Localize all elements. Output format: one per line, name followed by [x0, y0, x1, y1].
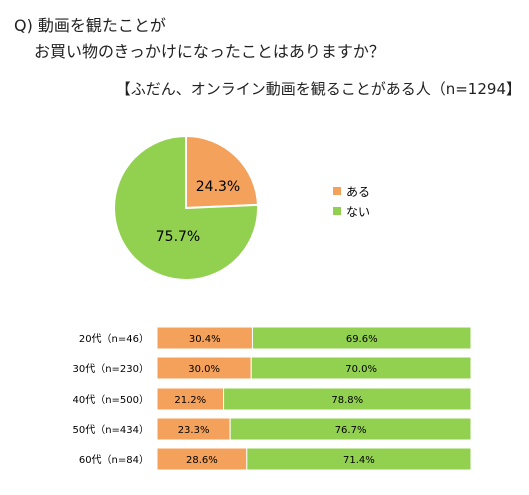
bar-segment-nai: [223, 387, 472, 411]
bar-value-label: 30.4%: [189, 334, 221, 345]
bar-value-label: 76.7%: [335, 425, 367, 436]
bar-segment-nai: [250, 356, 472, 380]
legend-swatch-1: [333, 207, 341, 215]
legend-swatch-0: [333, 187, 341, 195]
bar-category-label: 40代（n=500）: [72, 394, 149, 406]
bar-value-label: 69.6%: [346, 334, 378, 345]
bar-value-label: 23.3%: [178, 425, 210, 436]
pie-label-aru: 24.3%: [196, 179, 240, 195]
bar-value-label: 78.8%: [331, 395, 363, 406]
pie-slice-1: [113, 134, 259, 281]
bar-category-label: 30代（n=230）: [72, 363, 149, 375]
bar-value-label: 30.0%: [188, 364, 220, 375]
pie-slice-0: [185, 134, 259, 210]
bar-value-label: 70.0%: [345, 364, 377, 375]
bar-value-label: 28.6%: [186, 455, 218, 466]
pie-label-nai: 75.7%: [156, 229, 200, 245]
bar-segment-nai: [251, 326, 472, 350]
question-line-1: Q) 動画を観たことが: [14, 16, 166, 35]
bar-segment-nai: [229, 417, 472, 441]
bar-category-label: 20代（n=46）: [79, 333, 149, 345]
legend-label-1: ない: [346, 205, 370, 219]
bar-segment-nai: [246, 447, 472, 471]
bar-category-label: 60代（n=84）: [79, 454, 149, 466]
bar-value-label: 71.4%: [343, 455, 375, 466]
bar-value-label: 21.2%: [174, 395, 206, 406]
chart-subtitle: 【ふだん、オンライン動画を観ることがある人（n=1294】: [115, 80, 521, 98]
question-line-2: お買い物のきっかけになったことはありますか？: [34, 42, 385, 61]
legend-label-0: ある: [346, 185, 370, 199]
bar-category-label: 50代（n=434）: [72, 424, 149, 436]
